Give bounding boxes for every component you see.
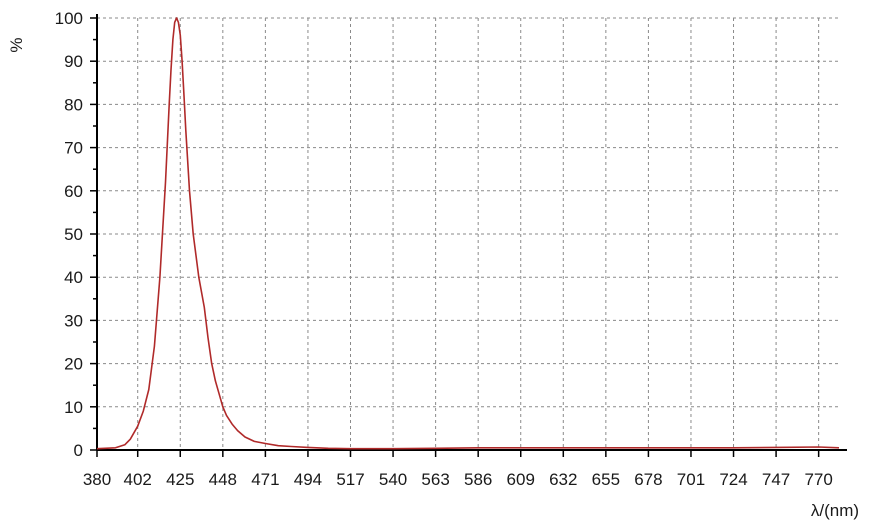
x-tick-label: 655 bbox=[592, 470, 620, 489]
y-tick-label: 20 bbox=[64, 355, 83, 374]
y-tick-label: 0 bbox=[74, 441, 83, 460]
x-tick-labels: 380 402 425 448 471 494 517 540 563 586 609 632 655 6… bbox=[83, 470, 833, 489]
x-tick-label: 448 bbox=[209, 470, 237, 489]
y-tick-label: 90 bbox=[64, 52, 83, 71]
x-tick-label: 586 bbox=[464, 470, 492, 489]
y-tick-label: 100 bbox=[55, 9, 83, 28]
x-tick-label: 494 bbox=[294, 470, 322, 489]
x-tick-label: 540 bbox=[379, 470, 407, 489]
y-tick-label: 80 bbox=[64, 95, 83, 114]
x-tick-label: 380 bbox=[83, 470, 111, 489]
y-tick-labels: 0 10 20 30 40 50 60 70 80 90 100 bbox=[55, 9, 83, 460]
x-axis-label: λ/(nm) bbox=[811, 501, 859, 520]
y-tick-label: 40 bbox=[64, 268, 83, 287]
x-tick-label: 471 bbox=[251, 470, 279, 489]
y-tick-label: 10 bbox=[64, 398, 83, 417]
x-tick-label: 632 bbox=[549, 470, 577, 489]
grid bbox=[97, 17, 839, 450]
y-tick-label: 30 bbox=[64, 311, 83, 330]
axes bbox=[90, 14, 847, 457]
y-tick-label: 50 bbox=[64, 225, 83, 244]
x-tick-label: 517 bbox=[336, 470, 364, 489]
x-tick-label: 402 bbox=[124, 470, 152, 489]
x-tick-label: 701 bbox=[677, 470, 705, 489]
x-tick-label: 609 bbox=[507, 470, 535, 489]
x-tick-label: 425 bbox=[166, 470, 194, 489]
x-tick-label: 563 bbox=[421, 470, 449, 489]
x-tick-label: 678 bbox=[634, 470, 662, 489]
y-tick-label: 70 bbox=[64, 139, 83, 158]
y-axis-label: % bbox=[7, 37, 26, 52]
x-tick-label: 747 bbox=[762, 470, 790, 489]
x-tick-label: 770 bbox=[804, 470, 832, 489]
y-tick-label: 60 bbox=[64, 182, 83, 201]
series-layer bbox=[96, 17, 840, 450]
spectrum-line bbox=[96, 17, 840, 450]
x-tick-label: 724 bbox=[719, 470, 747, 489]
